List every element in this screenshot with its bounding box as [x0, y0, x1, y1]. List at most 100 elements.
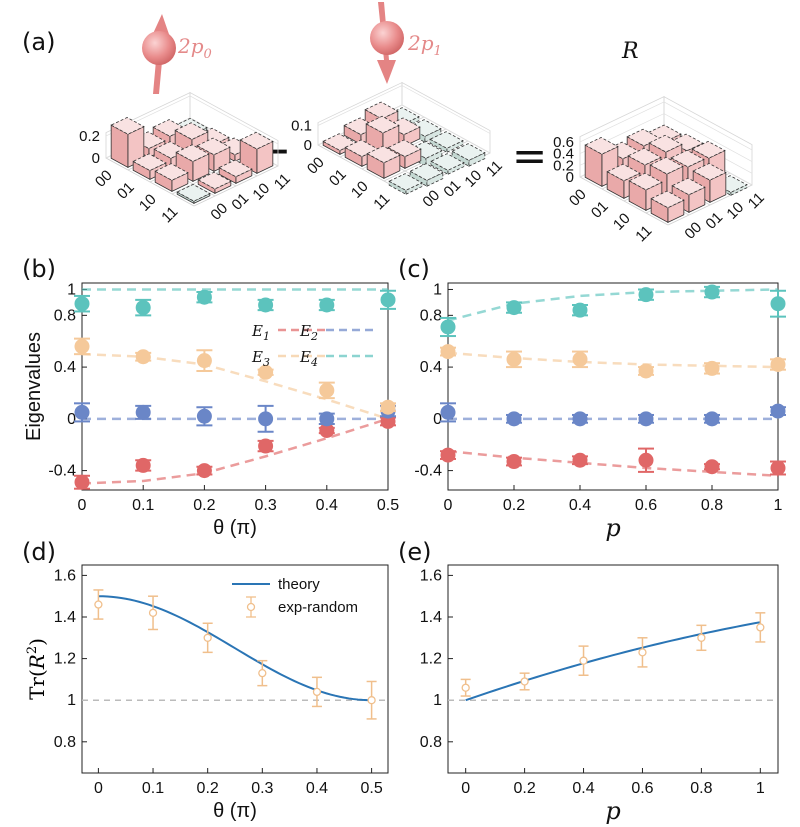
exp-point	[148, 608, 158, 617]
exp-point	[94, 600, 103, 609]
data-point-E2	[258, 411, 274, 427]
theory-line-E1	[447, 449, 779, 478]
x-tick-label: 0.5	[377, 497, 399, 514]
z-grid	[579, 101, 753, 151]
floor-grid	[193, 165, 279, 207]
bar-front	[468, 152, 486, 167]
x-axis-title: p	[605, 797, 620, 825]
y-tick-label: 1.4	[420, 609, 442, 626]
z-tick-label: 0.2	[79, 128, 100, 145]
chart-b: 0 0.1 0.2 0.3 0.4 0.5-0.400.40.81θ (π)Eigenva…	[23, 281, 399, 539]
theory-curve	[465, 621, 761, 702]
x-tick-label: 0.4	[572, 780, 594, 797]
legend-sub: 2	[310, 330, 318, 343]
y-tick-label: 1.2	[420, 651, 442, 668]
basis-tick-col: 10	[461, 167, 485, 191]
data-point-E4	[440, 319, 456, 335]
legend-letter: E	[299, 322, 311, 340]
basis-tick-col: 10	[249, 180, 273, 204]
data-point-E3	[380, 399, 396, 415]
term2-label: 2p1	[407, 31, 442, 59]
x-tick-label: 0	[461, 780, 470, 797]
basis-tick-col: 11	[483, 157, 506, 180]
bar-top	[648, 134, 683, 153]
exp-point	[638, 648, 647, 657]
x-tick-label: 1	[774, 497, 783, 514]
data-point-E1	[704, 459, 720, 475]
data-point-E1	[770, 460, 786, 476]
bar-top	[627, 147, 662, 166]
data-point-E4	[380, 292, 396, 308]
bar-top	[197, 171, 232, 190]
basis-tick-row: 00	[92, 167, 116, 191]
y-tick-label: 1.6	[420, 567, 442, 584]
y-tick-label: -0.4	[414, 463, 442, 480]
bar-top	[692, 162, 727, 181]
bar-top	[132, 153, 167, 171]
x-tick-label: 0.6	[635, 497, 657, 514]
result-label: R	[621, 39, 639, 64]
basis-tick-col: 00	[207, 200, 231, 224]
legend-label-exp: exp-random	[278, 599, 358, 616]
data-point-E3	[506, 351, 522, 367]
data-point-E4	[638, 287, 654, 303]
bar-top	[366, 145, 401, 164]
bar-top	[606, 163, 641, 182]
x-tick-label: 0	[78, 497, 87, 514]
data-point-E2	[770, 403, 786, 419]
chart-d: 0 0.1 0.2 0.3 0.4 0.5 0.8 1 1.2 1.4 1.6 θ (π) Tr(R2)…	[25, 564, 389, 822]
bar-top	[671, 177, 706, 196]
bar-top	[388, 173, 423, 191]
theory-line-E4	[447, 288, 779, 322]
legend-label-E3: E3	[251, 348, 270, 369]
x-tick-label: 0.4	[569, 497, 591, 514]
term1-label: 2p0	[177, 34, 212, 62]
x-tick-label: 0	[444, 497, 453, 514]
data-point-E2	[196, 408, 212, 424]
y-tick-label: 1.6	[54, 567, 76, 584]
y-tick-label: 0.4	[420, 359, 442, 376]
equals-sign: =	[512, 131, 547, 180]
x-tick-label: 0	[94, 780, 103, 797]
data-point-E4	[704, 284, 720, 300]
y-tick-label: 1	[67, 692, 76, 709]
bar-top	[175, 144, 210, 162]
data-point-E1	[440, 447, 456, 463]
data-point-E1	[506, 454, 522, 470]
bar-top	[365, 115, 400, 134]
plot-frame	[447, 564, 779, 774]
legend-letter: E	[299, 348, 311, 366]
y-axis-title: Tr(R2)	[25, 638, 49, 700]
basis-tick-col: 01	[702, 209, 726, 233]
panel-label-c: (c)	[398, 255, 430, 283]
x-tick-label: 0.1	[142, 780, 164, 797]
exp-point	[579, 656, 588, 665]
data-point-E1	[74, 474, 90, 490]
basis-tick-col: 01	[228, 190, 252, 214]
x-tick-label: 0.2	[193, 497, 215, 514]
panel-label-d: (d)	[22, 538, 56, 566]
basis-tick-row: 00	[304, 154, 328, 178]
data-point-E4	[135, 300, 151, 316]
bar-front	[426, 172, 444, 187]
legend-sub: 4	[310, 356, 318, 369]
bar-top	[176, 183, 211, 202]
legend-label-E2: E2	[299, 322, 318, 343]
x-axis-title: p	[605, 514, 620, 542]
x-axis-title: θ (π)	[213, 517, 257, 539]
bar-top	[239, 131, 274, 150]
theory-curve	[98, 595, 372, 702]
z-tick-label: 0	[304, 137, 312, 154]
basis-tick-row: 11	[632, 222, 655, 245]
y-tick-label: 1	[433, 692, 442, 709]
exp-point	[367, 696, 376, 705]
bar-top	[429, 131, 464, 149]
x-tick-label: 0.2	[503, 497, 525, 514]
data-point-E1	[319, 422, 335, 438]
data-point-E3	[319, 382, 335, 398]
z-tick-label: 0.1	[291, 118, 312, 135]
exp-point	[520, 677, 529, 686]
